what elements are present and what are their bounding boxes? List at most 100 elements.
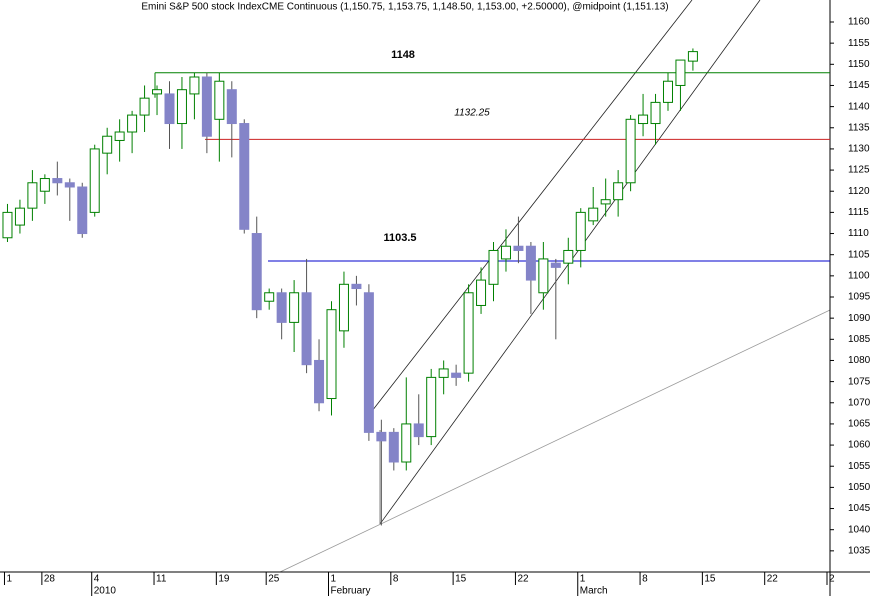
trend-channel-upper	[364, 0, 693, 421]
candle-body	[413, 423, 424, 438]
y-tick-label: 1055	[848, 461, 870, 472]
x-tick-label: 15	[455, 574, 467, 585]
y-tick-label: 1145	[848, 80, 870, 91]
candle-body	[139, 97, 150, 116]
period-label: March	[580, 586, 608, 596]
candle-body	[214, 80, 225, 120]
candle-body	[164, 93, 175, 125]
y-tick-label: 1130	[848, 144, 870, 155]
y-tick-label: 1095	[848, 292, 870, 303]
candle-body	[613, 182, 624, 201]
candle-body	[64, 182, 75, 188]
x-tick-label: 19	[218, 574, 230, 585]
candle-body	[127, 114, 138, 133]
candle-body	[152, 89, 163, 95]
period-label: February	[331, 586, 371, 596]
candle-body	[625, 118, 636, 184]
candle-body	[363, 292, 374, 433]
x-tick-label: 15	[704, 574, 716, 585]
x-tick-label: 1	[580, 574, 586, 585]
y-tick-label: 1160	[848, 17, 870, 28]
candle-body	[189, 76, 200, 95]
candle-body	[438, 368, 449, 378]
y-tick-label: 1070	[848, 397, 870, 408]
candle-body	[176, 89, 187, 125]
candle-body	[687, 51, 698, 62]
x-tick-label: 25	[268, 574, 280, 585]
y-tick-label: 1060	[848, 440, 870, 451]
long-trend-line	[279, 309, 831, 573]
candle-body	[14, 207, 25, 226]
level-label: 1148	[391, 49, 415, 61]
y-tick-label: 1085	[848, 334, 870, 345]
y-tick-label: 1075	[848, 376, 870, 387]
y-tick-label: 1140	[848, 101, 870, 112]
y-tick-label: 1135	[848, 122, 870, 133]
candle-body	[39, 178, 50, 192]
candle-body	[426, 376, 437, 438]
candle-body	[650, 101, 661, 125]
candle-body	[114, 131, 125, 141]
candle-body	[351, 283, 362, 290]
candle-body	[89, 148, 100, 213]
x-tick-label: 22	[517, 574, 529, 585]
candle-body	[600, 199, 611, 205]
y-tick-label: 1080	[848, 355, 870, 366]
candle-body	[226, 89, 237, 125]
candle-body	[27, 182, 38, 209]
x-tick-label: 8	[642, 574, 648, 585]
candle-body	[451, 372, 462, 378]
y-tick-label: 1120	[848, 186, 870, 197]
candle-body	[239, 123, 250, 230]
x-tick-label: 8	[393, 574, 399, 585]
y-tick-label: 1125	[848, 165, 870, 176]
level-label: 1103.5	[383, 232, 416, 244]
candle-body	[376, 431, 387, 442]
candle-body	[675, 59, 686, 86]
candle-body	[2, 211, 13, 239]
candle-body	[52, 178, 63, 184]
x-tick-label: 2	[829, 574, 835, 585]
candle-body	[201, 76, 212, 137]
y-tick-label: 1105	[848, 249, 870, 260]
candle-body	[575, 211, 586, 251]
y-tick-label: 1065	[848, 419, 870, 430]
y-tick-label: 1100	[848, 270, 870, 281]
candle-body	[251, 233, 262, 311]
x-tick-label: 28	[44, 574, 56, 585]
candle-body	[588, 207, 599, 222]
y-tick-label: 1050	[848, 482, 870, 493]
candle-body	[401, 423, 412, 463]
y-tick-label: 1035	[848, 545, 870, 556]
y-tick-label: 1115	[848, 207, 869, 218]
candle-body	[550, 262, 561, 268]
candle-body	[338, 283, 349, 332]
x-tick-label: 22	[767, 574, 779, 585]
chart-title: Emini S&P 500 stock IndexCME Continuous …	[141, 2, 668, 13]
candle-body	[264, 292, 275, 302]
candle-body	[513, 245, 524, 251]
y-tick-label: 1040	[848, 524, 870, 535]
candle-body	[289, 292, 300, 323]
candle-body	[314, 359, 325, 404]
candle-body	[563, 249, 574, 264]
y-tick-label: 1090	[848, 313, 870, 324]
candle-body	[638, 114, 649, 125]
y-tick-label: 1155	[848, 38, 870, 49]
candle-body	[276, 292, 287, 323]
level-label: 1132.25	[454, 108, 490, 119]
candle-body	[326, 309, 337, 400]
candle-body	[476, 279, 487, 306]
candle-body	[388, 431, 399, 463]
x-tick-label: 11	[156, 574, 167, 585]
y-tick-label: 1150	[848, 59, 870, 70]
candle-body	[525, 245, 536, 281]
candle-body	[488, 249, 499, 285]
period-label: 2010	[94, 586, 117, 596]
candle-body	[102, 135, 113, 154]
candle-body	[463, 292, 474, 374]
y-tick-label: 1045	[848, 503, 870, 514]
